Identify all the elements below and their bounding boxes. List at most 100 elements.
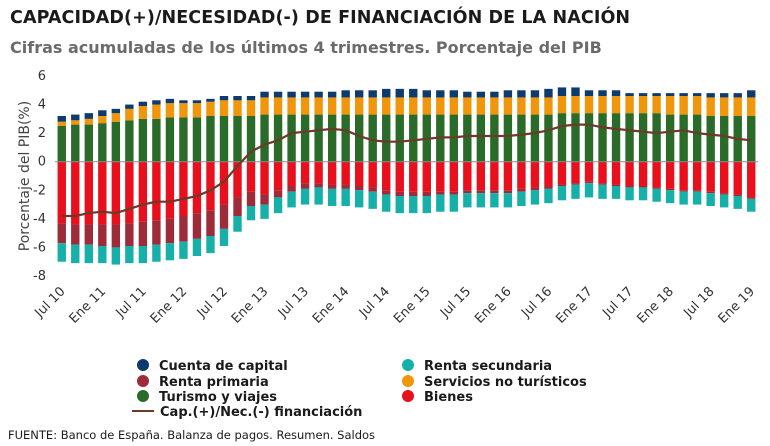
bar-segment-servicios	[706, 97, 715, 116]
bar-segment-renta_secundaria	[300, 188, 310, 205]
bar-segment-bienes	[409, 161, 418, 192]
bar-segment-turismo	[638, 113, 648, 162]
bar-segment-renta_primaria	[679, 190, 688, 192]
bar-segment-renta_primaria	[490, 190, 499, 194]
bar-segment-turismo	[260, 114, 269, 162]
bar-segment-renta_secundaria	[747, 198, 756, 212]
bar-segment-renta_secundaria	[71, 244, 80, 264]
bar-segment-renta_secundaria	[652, 188, 661, 202]
bar-segment-renta_primaria	[246, 191, 256, 206]
y-axis-title: Porcentaje del PIB(%)	[17, 101, 33, 251]
bar-segment-servicios	[314, 97, 323, 115]
x-tick-label: Jul 14	[356, 284, 393, 321]
bar-segment-cuenta_capital	[638, 93, 648, 96]
x-tick-label: Ene 12	[148, 284, 191, 327]
bar-segment-servicios	[733, 97, 742, 116]
bar-segment-renta_secundaria	[382, 194, 391, 212]
bar-segment-turismo	[219, 116, 229, 162]
bar-segment-bienes	[706, 161, 715, 192]
bar-segment-turismo	[571, 113, 580, 162]
bar-segment-servicios	[233, 100, 242, 116]
bar-segment-renta_secundaria	[625, 187, 634, 201]
bar-segment-renta_primaria	[382, 190, 391, 195]
bar-segment-bienes	[490, 161, 499, 191]
bar-segment-turismo	[84, 124, 93, 162]
bar-segment-turismo	[463, 114, 472, 162]
bar-segment-renta_primaria	[598, 183, 607, 185]
legend-label-renta-secundaria: Renta secundaria	[424, 359, 553, 374]
bar-segment-renta_primaria	[706, 191, 715, 194]
bar-segment-servicios	[382, 97, 391, 115]
bar-segment-renta_secundaria	[571, 184, 580, 199]
bar-segment-turismo	[611, 113, 621, 162]
bar-segment-bienes	[638, 161, 648, 186]
bar-segment-cuenta_capital	[98, 110, 107, 116]
bar-segment-renta_primaria	[71, 224, 80, 245]
bar-segment-turismo	[490, 114, 499, 162]
bar-segment-renta_secundaria	[354, 190, 364, 208]
bar-segment-servicios	[152, 104, 161, 119]
bar-segment-cuenta_capital	[706, 93, 715, 98]
bar-segment-servicios	[652, 96, 661, 114]
bar-segment-renta_primaria	[503, 190, 513, 194]
bar-segment-servicios	[679, 96, 688, 115]
bar-segment-renta_secundaria	[98, 246, 107, 264]
bar-segment-servicios	[219, 100, 229, 116]
bar-segment-bienes	[584, 161, 594, 182]
bar-segment-turismo	[192, 117, 202, 162]
bar-segment-cuenta_capital	[517, 90, 526, 98]
bar-segment-servicios	[476, 97, 486, 115]
bar-segment-cuenta_capital	[720, 93, 729, 98]
bar-segment-bienes	[517, 161, 526, 189]
bar-segment-renta_primaria	[436, 191, 445, 195]
bar-segment-bienes	[165, 161, 175, 219]
bar-segment-cuenta_capital	[571, 87, 580, 96]
legend-item-renta-secundaria: Renta secundaria	[402, 359, 552, 374]
bar-segment-renta_primaria	[638, 186, 648, 188]
bar-segment-turismo	[584, 113, 594, 162]
capnec-series-line	[61, 123, 752, 218]
bar-segment-cuenta_capital	[665, 93, 675, 96]
bar-segment-renta_secundaria	[679, 191, 688, 205]
bar-segment-renta_primaria	[652, 187, 661, 189]
bar-segment-bienes	[341, 161, 350, 185]
bar-segment-renta_secundaria	[665, 190, 675, 204]
bar-segment-cuenta_capital	[273, 91, 283, 98]
bar-segment-cuenta_capital	[368, 90, 377, 98]
x-tick-label: Ene 16	[472, 284, 515, 327]
bar-segment-renta_secundaria	[611, 186, 621, 199]
chart-title: CAPACIDAD(+)/NECESIDAD(-) DE FINANCIACIÓ…	[10, 8, 631, 28]
bar-segment-renta_primaria	[625, 186, 634, 188]
legend-swatch-cuenta-capital	[137, 359, 149, 371]
bar-segment-bienes	[571, 161, 580, 184]
bar-segment-renta_secundaria	[720, 194, 729, 208]
bar-segment-cuenta_capital	[747, 90, 756, 98]
bar-segment-servicios	[490, 97, 499, 115]
bar-segment-renta_primaria	[530, 187, 540, 191]
bar-segment-bienes	[463, 161, 472, 191]
bar-segment-renta_secundaria	[638, 187, 648, 201]
bar-segment-renta_secundaria	[287, 191, 296, 208]
bar-segment-cuenta_capital	[84, 113, 93, 119]
bar-segment-servicios	[98, 116, 107, 124]
bar-segment-servicios	[503, 97, 513, 115]
bar-segment-renta_secundaria	[165, 243, 175, 261]
legend-label-renta-primaria: Renta primaria	[159, 375, 269, 390]
bar-segment-renta_secundaria	[341, 188, 350, 206]
y-tick-label: 2	[38, 126, 46, 141]
legend-item-cuenta-capital: Cuenta de capital	[137, 359, 288, 374]
y-tick-label: -8	[33, 269, 46, 284]
x-tick-label: Ene 13	[229, 284, 272, 327]
bar-segment-cuenta_capital	[490, 91, 499, 98]
bar-segment-turismo	[652, 113, 661, 162]
bar-segment-cuenta_capital	[395, 88, 404, 98]
bar-segment-renta_secundaria	[138, 246, 148, 264]
bar-segment-renta_secundaria	[219, 228, 229, 246]
bar-segment-turismo	[233, 116, 242, 162]
bar-segment-bienes	[354, 161, 364, 186]
bar-segment-turismo	[111, 121, 121, 162]
legend-label-cuenta-capital: Cuenta de capital	[159, 359, 288, 374]
bar-segment-servicios	[327, 97, 337, 115]
bar-segment-renta_secundaria	[111, 247, 121, 265]
bar-segment-bienes	[111, 161, 121, 225]
